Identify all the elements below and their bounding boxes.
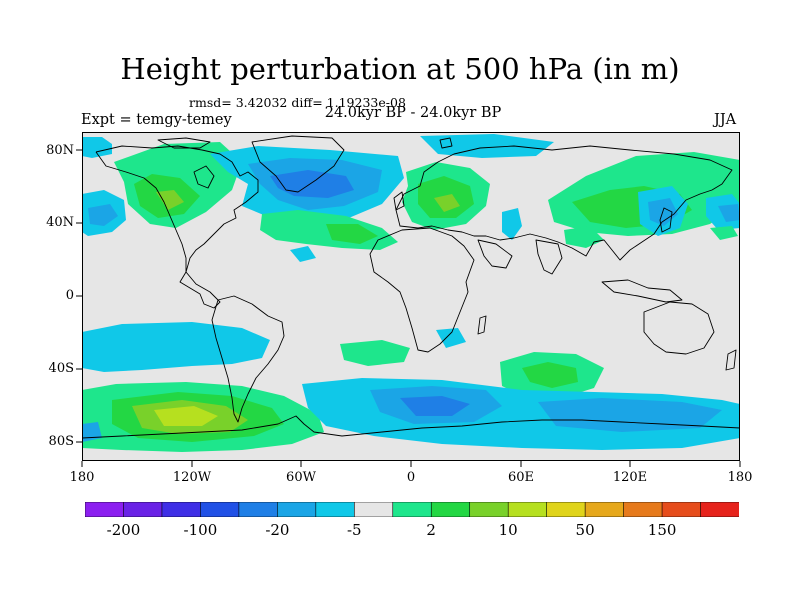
coastline-antarctica bbox=[82, 415, 740, 439]
coastline-new-zealand bbox=[725, 349, 737, 371]
anomaly-region bbox=[82, 322, 270, 372]
anomaly-region bbox=[326, 224, 378, 244]
coastline-japan bbox=[659, 207, 673, 233]
anomaly-region bbox=[340, 340, 410, 366]
colorbar bbox=[85, 502, 739, 517]
coastline-madagascar bbox=[477, 315, 487, 335]
coastline-arctic-islands bbox=[157, 137, 211, 149]
coastline-arabia bbox=[477, 239, 513, 269]
colorbar-label: 50 bbox=[575, 521, 595, 539]
season-label: JJA bbox=[714, 112, 737, 128]
anomaly-region bbox=[82, 137, 112, 158]
lat-label-80n: 80N bbox=[46, 143, 74, 158]
lon-label-120w: 120W bbox=[172, 470, 212, 485]
coastline-india bbox=[535, 239, 563, 275]
colorbar-swatch bbox=[584, 502, 625, 517]
lon-label-180w: 180 bbox=[69, 470, 95, 485]
lat-label-40s: 40S bbox=[48, 361, 74, 376]
coastline-hudson bbox=[193, 165, 215, 189]
lat-label-80s: 80S bbox=[48, 434, 74, 449]
colorbar-label: -200 bbox=[106, 521, 141, 539]
colorbar-swatch bbox=[700, 502, 739, 517]
coastline-greenland bbox=[251, 135, 345, 193]
anomaly-region bbox=[710, 226, 738, 240]
anomaly-fields bbox=[82, 134, 740, 452]
anomaly-region bbox=[400, 396, 470, 416]
lon-label-180e: 180 bbox=[727, 470, 753, 485]
lat-label-40n: 40N bbox=[46, 215, 74, 230]
anomaly-region bbox=[434, 194, 460, 212]
anomaly-region bbox=[718, 204, 740, 222]
colorbar-swatch bbox=[430, 502, 471, 517]
colorbar-swatch bbox=[661, 502, 702, 517]
anomaly-region bbox=[290, 246, 316, 262]
stats-line: rmsd= 3.42032 diff= 1.19233e-08 bbox=[189, 95, 406, 110]
anomaly-region bbox=[154, 406, 218, 426]
colorbar-swatch bbox=[161, 502, 202, 517]
colorbar-swatch bbox=[123, 502, 163, 517]
colorbar-label: 2 bbox=[426, 521, 436, 539]
coastline-south-america bbox=[211, 295, 285, 423]
anomaly-region bbox=[436, 328, 466, 348]
coastline-svalbard bbox=[439, 137, 453, 149]
coastline-british-isles bbox=[393, 191, 405, 211]
colorbar-swatch bbox=[469, 502, 509, 517]
colorbar-label: -20 bbox=[265, 521, 290, 539]
anomaly-region bbox=[420, 134, 554, 158]
anomaly-region bbox=[538, 398, 722, 432]
anomaly-region bbox=[156, 190, 184, 210]
colorbar-swatch bbox=[315, 502, 356, 517]
coastline-australia bbox=[643, 301, 715, 355]
coastline-indonesia bbox=[601, 279, 683, 303]
anomaly-region bbox=[88, 204, 118, 226]
colorbar-swatch bbox=[200, 502, 240, 517]
period-label: 24.0kyr BP - 24.0kyr BP bbox=[324, 105, 502, 121]
colorbar-label: -100 bbox=[183, 521, 218, 539]
coastline-north-america bbox=[95, 145, 259, 309]
anomaly-region bbox=[502, 208, 522, 240]
coastlines bbox=[82, 135, 740, 439]
colorbar-swatch bbox=[277, 502, 317, 517]
lon-label-120e: 120E bbox=[612, 470, 648, 485]
colorbar-swatch bbox=[392, 502, 433, 517]
contour-map bbox=[82, 132, 740, 461]
colorbar-label: 10 bbox=[498, 521, 518, 539]
map-frame bbox=[82, 132, 740, 461]
colorbar-label: -5 bbox=[346, 521, 362, 539]
experiment-label: Expt = temgy-temey bbox=[81, 112, 232, 128]
colorbar-swatch bbox=[507, 502, 548, 517]
colorbar-swatch bbox=[353, 502, 394, 517]
coastline-africa bbox=[369, 227, 475, 353]
lon-label-60e: 60E bbox=[507, 470, 535, 485]
plot-title: Height perturbation at 500 hPa (in m) bbox=[120, 52, 680, 86]
anomaly-region bbox=[522, 362, 578, 388]
colorbar-swatch bbox=[238, 502, 279, 517]
lon-label-60w: 60W bbox=[286, 470, 316, 485]
coastline-north-america-west bbox=[95, 151, 187, 272]
lat-label-eq: 0 bbox=[65, 288, 74, 303]
map-panel bbox=[82, 132, 740, 461]
colorbar-label: 150 bbox=[647, 521, 677, 539]
coastline-eurasia bbox=[395, 145, 733, 261]
colorbar-swatch bbox=[546, 502, 586, 517]
colorbar-swatches bbox=[85, 502, 739, 517]
lon-label-0: 0 bbox=[406, 470, 416, 485]
colorbar-swatch bbox=[623, 502, 663, 517]
colorbar-swatch bbox=[85, 502, 125, 517]
